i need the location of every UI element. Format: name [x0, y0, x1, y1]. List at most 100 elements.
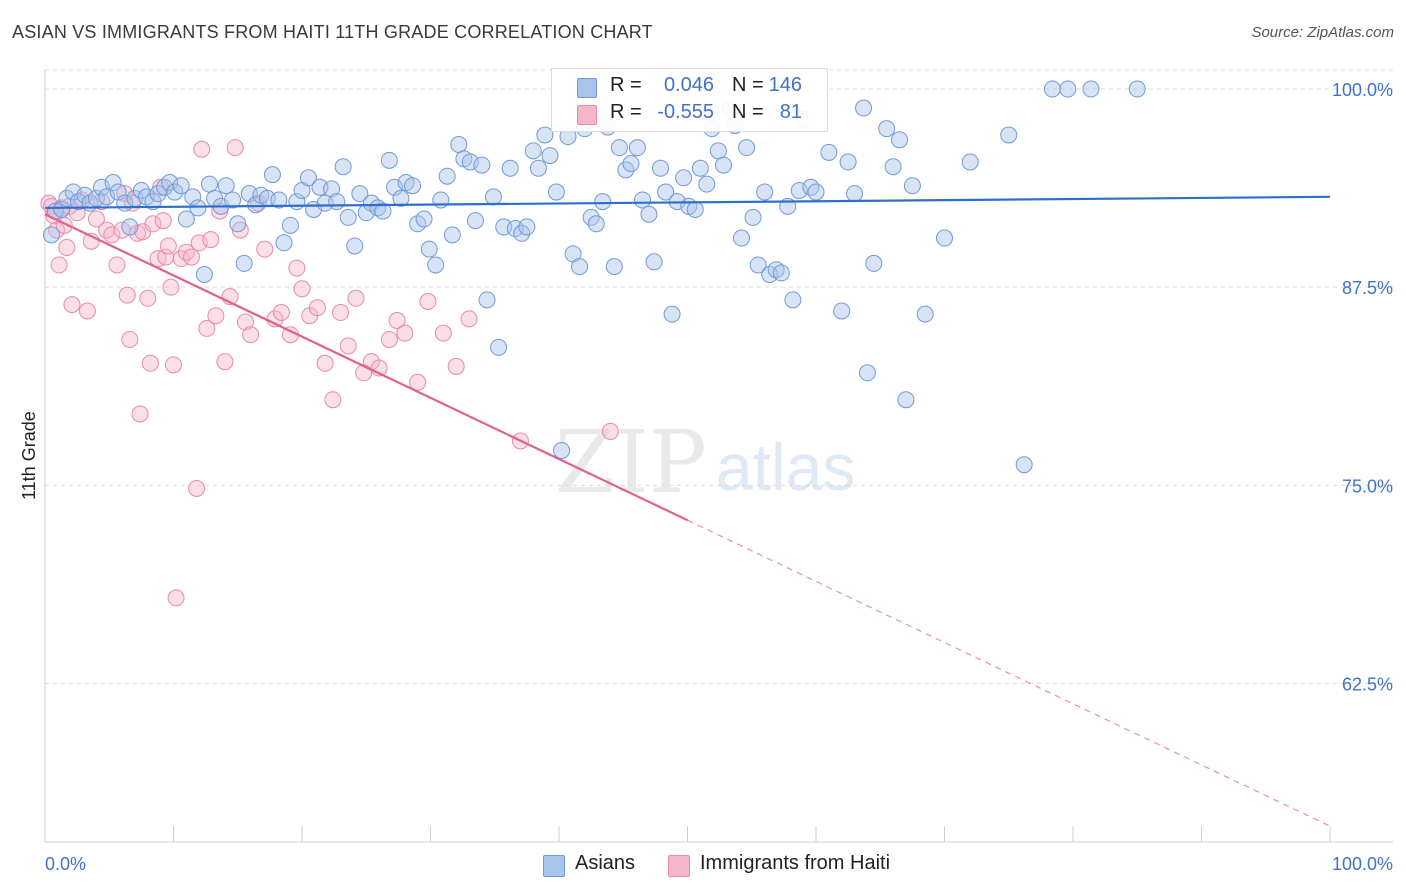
haiti-point [165, 356, 182, 374]
asian-point [784, 291, 802, 309]
x-tick-label: 100.0% [1332, 854, 1393, 874]
haiti-point [87, 210, 105, 228]
haiti-point [121, 330, 139, 348]
asian-point [1000, 126, 1018, 144]
y-tick-label: 100.0% [1332, 80, 1393, 100]
chart-title: ASIAN VS IMMIGRANTS FROM HAITI 11TH GRAD… [12, 22, 653, 42]
asian-point [855, 99, 873, 117]
asian-point [691, 159, 709, 177]
asian-swatch [543, 855, 565, 877]
asian-point [903, 177, 921, 195]
asian-point [846, 185, 864, 203]
asian-point [807, 183, 825, 201]
haiti-point [139, 289, 157, 307]
haiti-point [256, 240, 274, 258]
asian-point [263, 166, 281, 184]
asian-point [346, 237, 364, 255]
haiti-point [193, 140, 211, 158]
asian-point [732, 229, 750, 247]
asian-point [466, 212, 484, 230]
x-tick-labels: 0.0% 100.0% [45, 854, 1393, 874]
haiti-point [324, 391, 342, 409]
haiti-swatch [577, 105, 597, 125]
asian-point [571, 258, 589, 276]
haiti-point [198, 319, 216, 337]
asian-point [916, 305, 934, 323]
asian-point [374, 202, 392, 220]
asian-point [524, 142, 542, 160]
asian-point [1082, 80, 1100, 98]
asian-point [299, 169, 317, 187]
asian-point [53, 200, 71, 218]
legend-label-haiti: Immigrants from Haiti [700, 852, 891, 874]
asian-point [749, 256, 767, 274]
asian-point [334, 158, 352, 176]
legend-label-asians: Asians [575, 852, 636, 874]
asian-point [536, 126, 554, 144]
asian-point [224, 191, 242, 209]
asian-point [166, 183, 184, 201]
asian-point [547, 183, 565, 201]
haiti-swatch [668, 855, 690, 877]
haiti-trend-line [44, 213, 688, 522]
haiti-point [167, 589, 185, 607]
asian-point [686, 200, 704, 218]
asian-point [675, 169, 693, 187]
haiti-point [103, 226, 121, 244]
asian-point [605, 258, 623, 276]
haiti-point [380, 330, 398, 348]
asian-point [657, 183, 675, 201]
x-tick-label: 0.0% [45, 854, 86, 874]
asian-point [1015, 456, 1033, 474]
watermark-zip: ZIP [555, 413, 707, 513]
asian-point [663, 305, 681, 323]
asian-point [490, 338, 508, 356]
asian-point [529, 159, 547, 177]
haiti-point [272, 304, 290, 322]
asian-point [628, 139, 646, 157]
haiti-point [347, 289, 365, 307]
asian-point [622, 155, 640, 173]
haiti-point [144, 215, 162, 233]
asian-point [443, 226, 461, 244]
asian-point [1043, 80, 1061, 98]
asian-point [229, 215, 247, 233]
haiti-point [447, 357, 465, 375]
stats-legend: R = 0.046 N = 146 R = -0.555 N = 81 [551, 68, 828, 132]
haiti-point [316, 354, 334, 372]
haiti-point [118, 286, 136, 304]
haiti-point [308, 299, 326, 317]
haiti-point [154, 212, 172, 230]
haiti-point [226, 139, 244, 157]
haiti-point [396, 324, 414, 342]
asian-point [714, 156, 732, 174]
asian-point [1059, 80, 1077, 98]
asian-point [184, 188, 202, 206]
asian-point [820, 143, 838, 161]
asian-point [200, 175, 218, 193]
asian-point [833, 302, 851, 320]
haiti-point [202, 231, 220, 249]
asian-point [275, 234, 293, 252]
haiti-point [409, 373, 427, 391]
asian-point [501, 159, 519, 177]
asian-point [587, 215, 605, 233]
haiti-point [159, 237, 177, 255]
asian-point [235, 254, 253, 272]
asian-point [518, 218, 536, 236]
asian-point [698, 175, 716, 193]
haiti-point [98, 221, 116, 239]
asian-point [640, 205, 658, 223]
source-label: Source: ZipAtlas.com [1251, 24, 1394, 41]
haiti-point [242, 326, 260, 344]
legend-n-label: N = [732, 101, 764, 123]
legend-row-asians: R = 0.046 N = 146 [552, 73, 827, 101]
asian-point [427, 256, 445, 274]
haiti-point [601, 422, 619, 440]
watermark: ZIP atlas [555, 413, 855, 513]
asian-point [104, 174, 122, 192]
haiti-point [63, 296, 81, 314]
asian-point [339, 208, 357, 226]
asian-point [936, 229, 953, 247]
asian-point [891, 131, 909, 149]
